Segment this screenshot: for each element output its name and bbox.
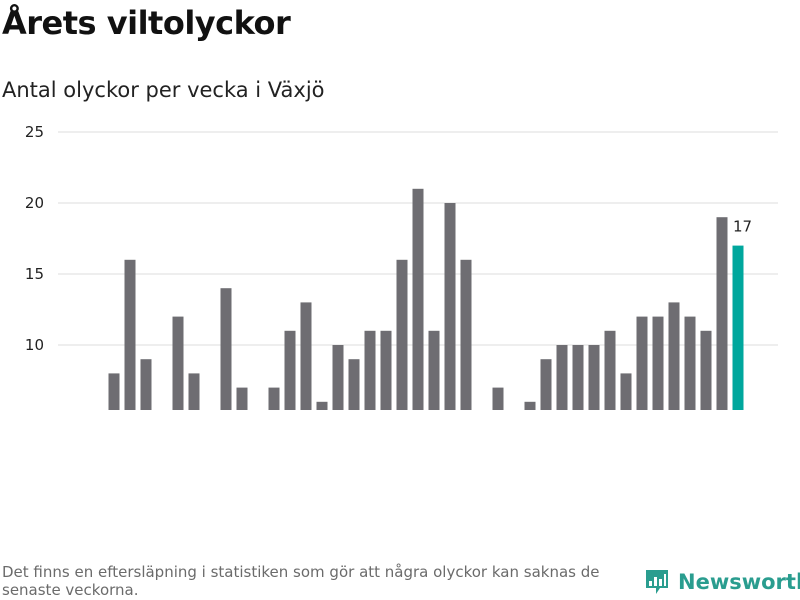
bar	[620, 373, 632, 410]
bar-highlighted	[732, 245, 744, 410]
bar	[188, 373, 200, 410]
bar	[556, 345, 568, 410]
bar	[268, 387, 280, 410]
bar	[172, 316, 184, 410]
y-tick-label: 15	[25, 265, 44, 283]
bar	[716, 217, 728, 410]
bar	[684, 316, 696, 410]
chart-subtitle: Antal olyckor per vecka i Växjö	[2, 78, 325, 102]
chart-title: Årets viltolyckor	[2, 4, 291, 42]
bar	[380, 330, 392, 410]
bar	[332, 345, 344, 410]
bar-data-label: 17	[733, 218, 752, 236]
bar	[588, 345, 600, 410]
bar	[652, 316, 664, 410]
bar	[396, 259, 408, 410]
bar	[700, 330, 712, 410]
bar	[428, 330, 440, 410]
bar	[364, 330, 376, 410]
bar	[348, 359, 360, 410]
bar	[284, 330, 296, 410]
footnote: Det finns en eftersläpning i statistiken…	[2, 563, 600, 599]
bar-chart: 17 0510152025jan.feb.marsapr.majjunijuli…	[25, 123, 778, 410]
axes: 0510152025jan.feb.marsapr.majjunijuliaug…	[25, 123, 44, 410]
y-tick-label: 5	[34, 407, 44, 410]
bars: 17	[108, 188, 752, 410]
bar	[524, 401, 536, 410]
bar	[236, 387, 248, 410]
bar	[108, 373, 120, 410]
bar	[492, 387, 504, 410]
bar	[412, 188, 424, 410]
bar	[572, 345, 584, 410]
bar	[316, 401, 328, 410]
bar	[444, 203, 456, 410]
y-tick-label: 25	[25, 123, 44, 141]
bar	[300, 302, 312, 410]
y-tick-label: 20	[25, 194, 44, 212]
bar	[540, 359, 552, 410]
bar	[636, 316, 648, 410]
bar	[220, 288, 232, 410]
brand-name: Newsworthy	[678, 570, 800, 594]
bar	[140, 359, 152, 410]
brand-logo[interactable]: Newsworthy	[644, 568, 800, 596]
newsworthy-logo-icon	[646, 570, 668, 594]
bar	[460, 259, 472, 410]
bar	[604, 330, 616, 410]
bar	[668, 302, 680, 410]
bar	[124, 259, 136, 410]
y-tick-label: 10	[25, 336, 44, 354]
